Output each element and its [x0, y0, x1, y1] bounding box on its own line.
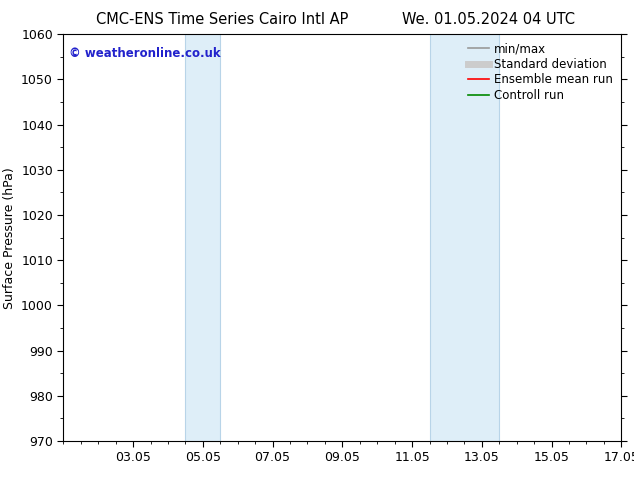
Text: © weatheronline.co.uk: © weatheronline.co.uk — [69, 47, 221, 59]
Text: We. 01.05.2024 04 UTC: We. 01.05.2024 04 UTC — [402, 12, 574, 27]
Bar — [185, 34, 221, 441]
Text: CMC-ENS Time Series Cairo Intl AP: CMC-ENS Time Series Cairo Intl AP — [96, 12, 348, 27]
Bar — [429, 34, 500, 441]
Y-axis label: Surface Pressure (hPa): Surface Pressure (hPa) — [3, 167, 16, 309]
Legend: min/max, Standard deviation, Ensemble mean run, Controll run: min/max, Standard deviation, Ensemble me… — [463, 38, 618, 106]
